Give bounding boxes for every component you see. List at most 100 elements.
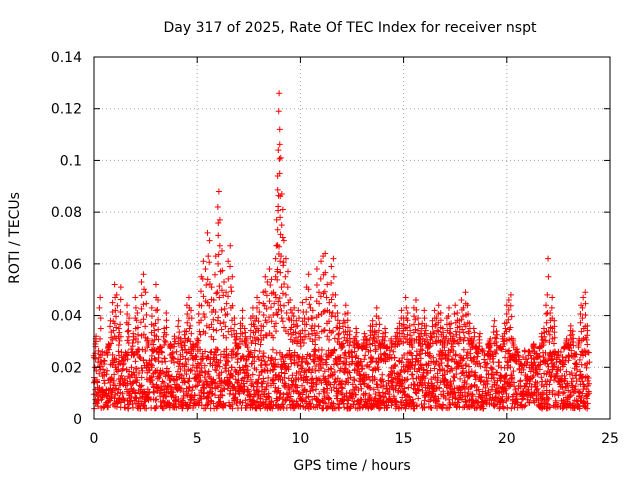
data-point bbox=[209, 390, 216, 397]
data-point bbox=[541, 370, 548, 377]
data-point bbox=[281, 360, 288, 367]
data-point bbox=[348, 360, 355, 367]
data-point bbox=[224, 357, 231, 364]
x-axis-label: GPS time / hours bbox=[293, 458, 410, 474]
y-axis-label: ROTI / TECUs bbox=[7, 192, 23, 284]
data-point bbox=[210, 376, 217, 383]
data-point bbox=[436, 385, 443, 392]
data-point bbox=[178, 385, 185, 392]
data-point bbox=[447, 349, 454, 356]
data-point bbox=[138, 374, 145, 381]
data-point bbox=[245, 372, 252, 379]
data-point bbox=[415, 395, 422, 402]
data-point bbox=[151, 355, 158, 362]
data-point bbox=[372, 395, 379, 402]
data-point bbox=[529, 393, 536, 400]
data-point bbox=[160, 379, 167, 386]
data-point bbox=[179, 347, 186, 354]
data-point bbox=[253, 366, 260, 373]
data-point bbox=[242, 362, 249, 369]
data-point bbox=[471, 354, 478, 361]
data-point bbox=[218, 369, 225, 376]
data-point bbox=[482, 384, 489, 391]
data-point bbox=[373, 346, 380, 353]
data-point bbox=[258, 362, 265, 369]
data-point bbox=[140, 357, 147, 364]
data-point bbox=[425, 379, 432, 386]
data-point bbox=[442, 395, 449, 402]
x-tick-label: 15 bbox=[395, 431, 413, 447]
chart-title: Day 317 of 2025, Rate Of TEC Index for r… bbox=[164, 20, 537, 36]
data-point bbox=[324, 404, 331, 411]
data-point bbox=[403, 376, 410, 383]
data-point bbox=[401, 391, 408, 398]
data-point bbox=[413, 348, 420, 355]
data-point bbox=[172, 400, 179, 407]
data-point bbox=[355, 355, 362, 362]
data-point bbox=[186, 375, 193, 382]
data-point bbox=[318, 346, 325, 353]
data-point bbox=[189, 384, 196, 391]
data-point bbox=[492, 350, 499, 357]
data-point bbox=[371, 395, 378, 402]
data-point bbox=[149, 373, 156, 380]
data-point bbox=[438, 360, 445, 367]
data-point bbox=[251, 358, 258, 365]
data-point bbox=[413, 403, 420, 410]
data-point bbox=[376, 405, 383, 412]
data-point bbox=[205, 401, 212, 407]
data-point bbox=[297, 372, 304, 379]
data-point bbox=[120, 360, 127, 367]
data-point bbox=[449, 386, 456, 393]
data-point bbox=[353, 391, 360, 398]
data-point bbox=[225, 358, 232, 365]
data-point bbox=[450, 390, 457, 397]
data-point bbox=[228, 354, 235, 361]
data-point bbox=[488, 365, 495, 372]
data-point bbox=[290, 398, 297, 405]
data-point bbox=[254, 383, 261, 390]
data-point bbox=[170, 389, 177, 396]
data-point bbox=[280, 401, 287, 408]
data-point bbox=[437, 379, 444, 386]
data-point bbox=[311, 358, 318, 365]
data-point bbox=[130, 350, 137, 357]
data-point bbox=[330, 400, 337, 407]
data-point bbox=[165, 399, 172, 406]
data-point bbox=[535, 397, 542, 404]
data-point bbox=[512, 386, 519, 393]
data-point bbox=[130, 369, 137, 376]
data-point bbox=[420, 366, 427, 373]
data-point bbox=[271, 363, 278, 370]
data-point bbox=[249, 371, 256, 378]
data-point bbox=[445, 357, 452, 364]
data-point bbox=[262, 361, 269, 368]
data-point bbox=[296, 389, 303, 396]
data-point bbox=[431, 365, 438, 372]
data-point bbox=[471, 373, 478, 380]
data-point bbox=[189, 387, 196, 394]
data-point bbox=[422, 375, 429, 382]
data-point bbox=[502, 372, 509, 379]
data-point bbox=[331, 379, 338, 386]
data-point bbox=[425, 362, 432, 369]
data-point bbox=[177, 365, 184, 372]
data-point bbox=[212, 392, 219, 399]
data-point bbox=[358, 385, 365, 392]
data-point bbox=[285, 363, 292, 370]
data-point bbox=[145, 367, 152, 374]
data-point bbox=[520, 395, 527, 402]
data-point bbox=[250, 393, 257, 400]
data-point bbox=[310, 357, 317, 364]
data-point bbox=[194, 382, 201, 389]
data-point bbox=[490, 359, 497, 366]
data-point bbox=[229, 373, 236, 380]
data-point bbox=[264, 380, 271, 387]
y-tick-label: 0.1 bbox=[60, 153, 82, 169]
data-point bbox=[428, 405, 435, 412]
data-point bbox=[168, 351, 175, 358]
data-point bbox=[265, 374, 272, 381]
data-point bbox=[468, 368, 475, 375]
data-point bbox=[342, 381, 349, 388]
data-point bbox=[118, 372, 125, 379]
